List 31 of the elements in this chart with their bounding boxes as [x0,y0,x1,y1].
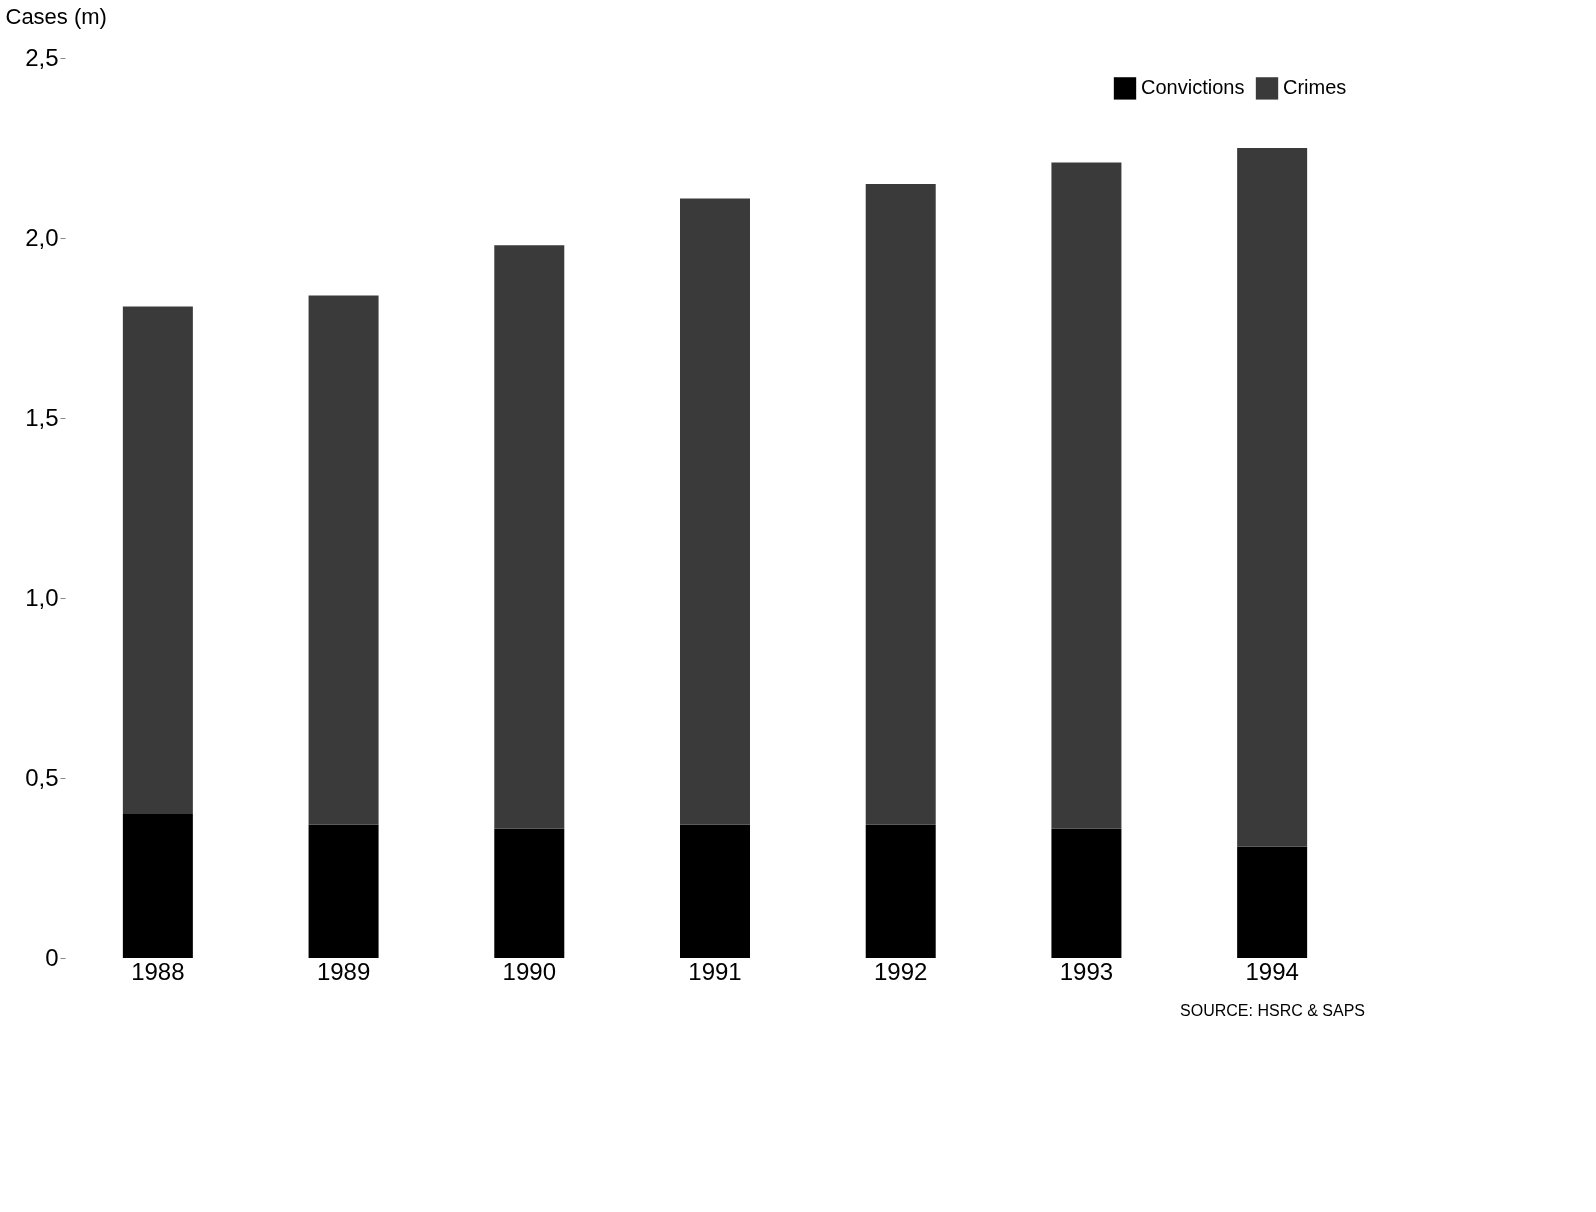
bar [494,245,565,829]
source-note: SOURCE: HSRC & SAPS [1180,1002,1365,1019]
legend-label: Convictions [1141,76,1245,99]
bar [494,828,565,958]
bar [122,814,193,958]
y-tick-label: 0 [45,943,59,971]
y-tick-label: 0,5 [25,763,59,791]
y-axis-title: Cases (m) [5,3,107,29]
bar [1237,846,1308,958]
bar [122,306,193,814]
bar [1051,162,1122,829]
y-tick-label: 2,5 [25,43,59,71]
legend-label: Crimes [1283,76,1347,99]
x-tick-label: 1990 [502,957,556,985]
x-tick-label: 1992 [874,957,928,985]
y-tick-label: 2,0 [25,223,59,251]
x-tick-label: 1993 [1059,957,1114,985]
bar [680,198,750,825]
bar [680,824,750,958]
y-tick-label: 1,5 [25,403,59,431]
x-tick-label: 1994 [1245,957,1299,985]
y-tick-label: 1,0 [25,583,59,611]
bar [865,184,936,825]
bar [308,824,379,958]
x-tick-label: 1991 [688,957,742,985]
bar [1237,148,1308,847]
x-tick-label: 1988 [131,957,185,985]
bar [865,824,936,958]
x-tick-label: 1989 [316,957,371,985]
bar [308,295,379,825]
bar [1051,828,1122,958]
